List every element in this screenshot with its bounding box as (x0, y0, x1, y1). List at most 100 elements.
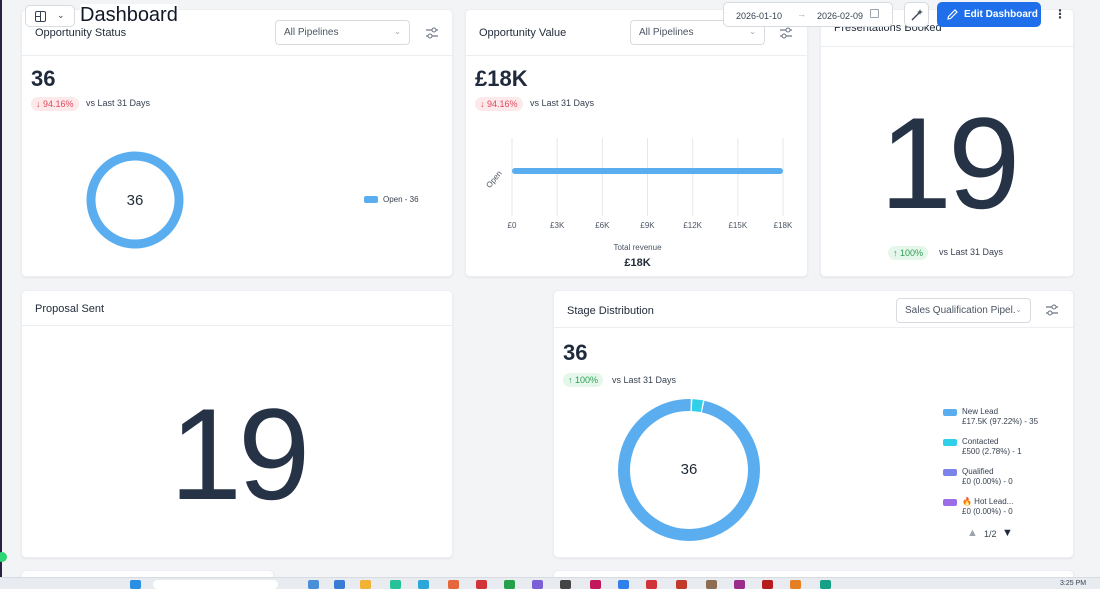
chevron-down-icon: ⌄ (749, 27, 756, 36)
change-badge: ↓ 94.16% (475, 97, 523, 111)
x-tick-label: £6K (595, 221, 610, 230)
proposal-sent-card: Proposal Sent 19 (21, 290, 453, 558)
taskbar-app-icon[interactable] (618, 580, 629, 589)
layout-icon (35, 11, 46, 22)
bar-open[interactable] (512, 168, 783, 174)
metric-value: 36 (563, 340, 588, 365)
presentations-booked-card: Presentations Booked 19 ↑ 100% vs Last 3… (820, 9, 1074, 277)
legend-item[interactable]: New Lead £17.5K (97.22%) - 35 (962, 407, 1038, 427)
pager-next-icon[interactable]: ▼ (1002, 527, 1013, 539)
calendar-icon (870, 9, 879, 18)
chevron-down-icon: ⌄ (57, 10, 65, 20)
left-edge-bar (0, 0, 2, 589)
taskbar-app-icon[interactable] (308, 580, 319, 589)
taskbar-app-icon[interactable] (334, 580, 345, 589)
card-divider (821, 46, 1073, 47)
metric-value: 36 (31, 66, 56, 91)
legend-name: Contacted (962, 437, 999, 446)
layout-toggle-button[interactable]: ⌄ (25, 5, 75, 27)
legend-swatch (943, 439, 957, 446)
taskbar-app-icon[interactable] (762, 580, 773, 589)
x-tick-label: £18K (774, 221, 793, 230)
edit-dashboard-label: Edit Dashboard (964, 9, 1038, 20)
legend-swatch (364, 196, 378, 203)
chevron-down-icon: ⌄ (394, 27, 401, 36)
legend-item[interactable]: 🔥 Hot Lead... £0 (0.00%) - 0 (962, 497, 1013, 517)
legend-label: Open - 36 (383, 195, 419, 204)
x-tick-label: £3K (550, 221, 565, 230)
x-tick-label: £12K (683, 221, 702, 230)
taskbar-app-icon[interactable] (476, 580, 487, 589)
donut-segment-0[interactable] (617, 398, 761, 542)
taskbar-app-icon[interactable] (646, 580, 657, 589)
pipeline-select[interactable]: All Pipelines ⌄ (275, 20, 410, 45)
metric-value: £18K (475, 66, 528, 91)
card-title: Opportunity Status (35, 27, 127, 39)
opportunity-value-card: Opportunity Value All Pipelines ⌄ £18K ↓… (465, 9, 808, 277)
change-badge: ↑ 100% (563, 373, 604, 387)
filter-settings-icon[interactable] (779, 27, 793, 39)
pager-label: 1/2 (984, 529, 997, 539)
stage-distribution-card: Stage Distribution Sales Qualification P… (553, 290, 1074, 558)
taskbar-app-icon[interactable] (734, 580, 745, 589)
legend-detail: £0 (0.00%) - 0 (962, 507, 1013, 516)
legend-swatch (943, 409, 957, 416)
taskbar-app-icon[interactable] (590, 580, 601, 589)
legend-detail: £17.5K (97.22%) - 35 (962, 417, 1039, 426)
legend-swatch (943, 469, 957, 476)
edit-dashboard-button[interactable]: Edit Dashboard (937, 2, 1041, 27)
date-range-picker[interactable]: 2026-01-10 → 2026-02-09 (723, 2, 893, 27)
date-from: 2026-01-10 (736, 11, 783, 21)
pipeline-select[interactable]: Sales Qualification Pipel... ⌄ (896, 298, 1031, 323)
comparison-label: vs Last 31 Days (612, 375, 677, 385)
change-value: 100% (900, 248, 924, 258)
stage-donut-chart (617, 398, 761, 542)
taskbar-app-icon[interactable] (532, 580, 543, 589)
card-title: Proposal Sent (35, 303, 105, 315)
legend-name: Qualified (962, 467, 994, 476)
pager-prev-icon[interactable]: ▲ (967, 527, 978, 539)
legend-item[interactable]: Contacted £500 (2.78%) - 1 (962, 437, 1022, 457)
more-options-button[interactable]: ⋮ (1054, 7, 1066, 21)
change-badge: ↓ 94.16% (31, 97, 79, 111)
sparkle-icon (911, 9, 923, 21)
card-header (22, 10, 452, 56)
card-title: Opportunity Value (479, 27, 567, 39)
windows-start-icon[interactable] (130, 580, 141, 589)
date-to: 2026-02-09 (817, 11, 864, 21)
taskbar-app-icon[interactable] (560, 580, 571, 589)
chat-widget-dot[interactable] (0, 552, 7, 562)
chart-x-label: Total revenue (613, 243, 662, 252)
taskbar-app-icon[interactable] (418, 580, 429, 589)
x-tick-label: £15K (728, 221, 747, 230)
legend-item[interactable]: Qualified £0 (0.00%) - 0 (962, 467, 1013, 487)
filter-settings-icon[interactable] (425, 27, 439, 39)
taskbar-app-icon[interactable] (820, 580, 831, 589)
change-value: 94.16% (487, 99, 518, 109)
taskbar-search[interactable] (153, 580, 278, 589)
comparison-label: vs Last 31 Days (86, 98, 151, 108)
change-value: 94.16% (43, 99, 74, 109)
taskbar-app-icon[interactable] (448, 580, 459, 589)
taskbar-app-icon[interactable] (790, 580, 801, 589)
taskbar-app-icon[interactable] (390, 580, 401, 589)
filter-settings-icon[interactable] (1045, 304, 1059, 316)
legend-name: New Lead (962, 407, 999, 416)
change-badge: ↑ 100% (888, 246, 929, 260)
taskbar-app-icon[interactable] (676, 580, 687, 589)
taskbar-app-icon[interactable] (360, 580, 371, 589)
revenue-bar-chart: £0 £3K £6K £9K £12K £15K £18K Open (484, 138, 793, 230)
taskbar-app-icon[interactable] (504, 580, 515, 589)
status-donut-chart (86, 151, 184, 249)
page-title: Dashboard (80, 4, 178, 27)
ai-sparkle-button[interactable] (904, 2, 929, 27)
taskbar-clock: 3:25 PM (1060, 580, 1087, 587)
y-category-label: Open (484, 169, 503, 190)
os-taskbar: 3:25 PM (0, 577, 1100, 589)
pipeline-select-value: All Pipelines (639, 27, 694, 38)
opportunity-status-card: ⌄ Dashboard Opportunity Status All Pipel… (21, 4, 453, 277)
taskbar-app-icon[interactable] (706, 580, 717, 589)
donut-center-value: 36 (680, 461, 698, 478)
card-header (22, 291, 452, 326)
legend-detail: £500 (2.78%) - 1 (962, 447, 1022, 456)
